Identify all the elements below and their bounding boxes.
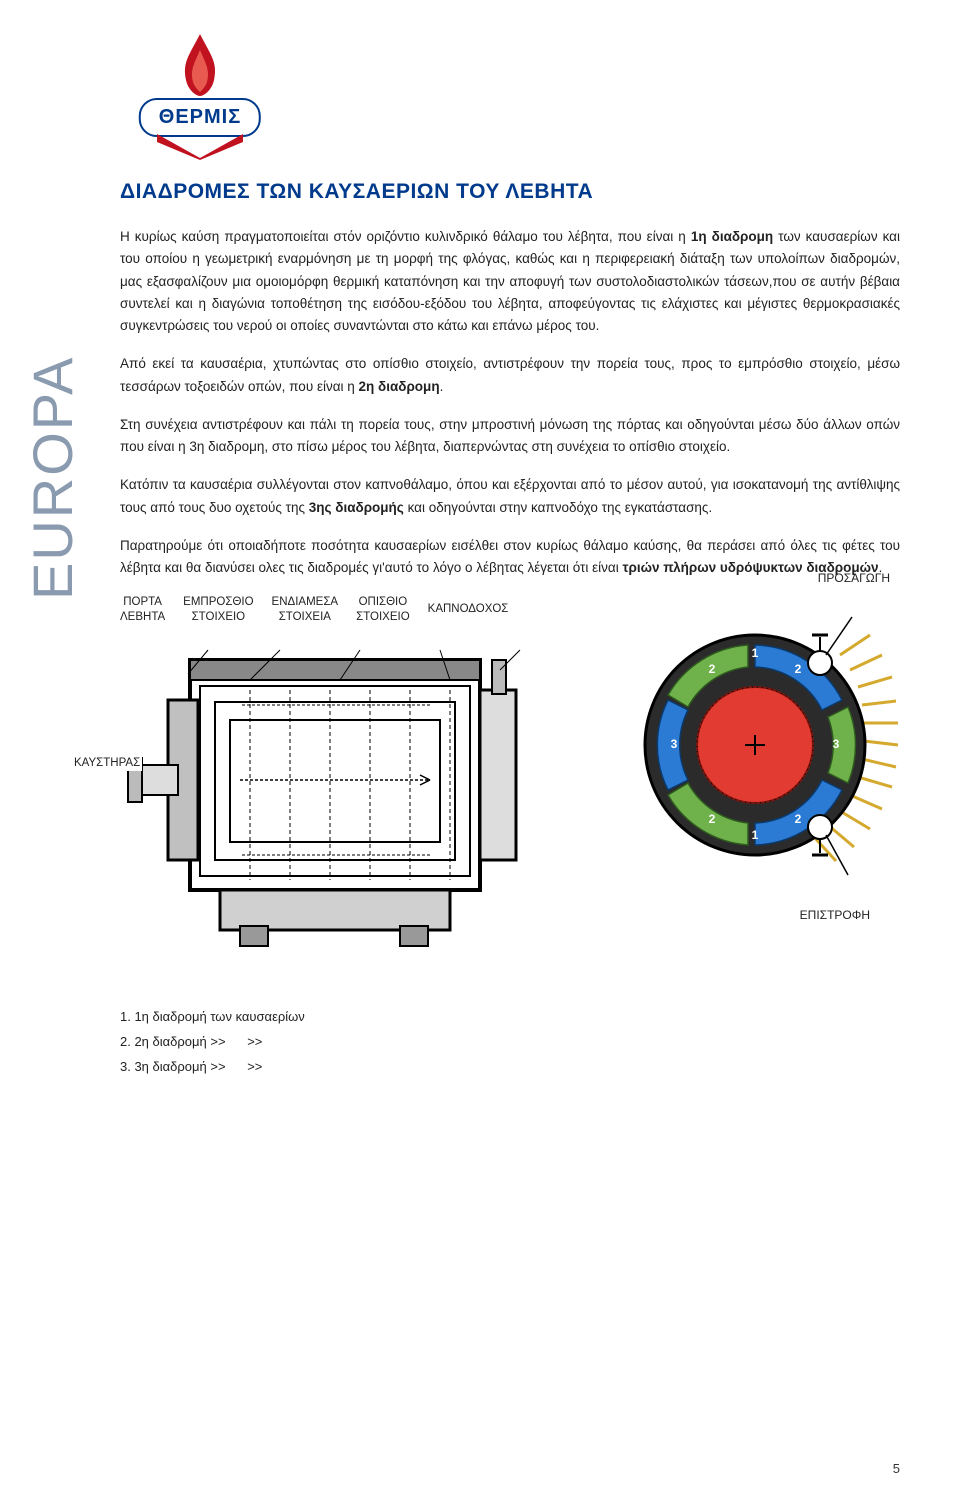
svg-text:2: 2 xyxy=(795,662,802,676)
svg-text:2: 2 xyxy=(795,812,802,826)
text: >> xyxy=(247,1059,262,1074)
legend: 1. 1η διαδρομή των καυσαερίων 2. 2η διαδ… xyxy=(120,1005,900,1079)
page-title: ΔΙΑΔΡΟΜΕΣ ΤΩΝ ΚΑΥΣΑΕΡΙΩΝ ΤΟΥ ΛΕΒΗΤΑ xyxy=(120,180,900,204)
text: ΣΤΟΙΧΕΙΑ xyxy=(279,611,331,623)
text: ΕΜΠΡΟΣΘΙΟ xyxy=(183,596,253,608)
label-epistrofi: ΕΠΙΣΤΡΟΦΗ xyxy=(800,908,870,922)
label-burner: ΚΑΥΣΤΗΡΑΣ xyxy=(72,755,142,771)
text: . xyxy=(440,379,444,394)
text: 3. 3η διαδρομή >> xyxy=(120,1059,226,1074)
paragraph-3: Στη συνέχεια αντιστρέφουν και πάλι τη πο… xyxy=(120,414,900,459)
label-endiamesa: ΕΝΔΙΑΜΕΣΑ ΣΤΟΙΧΕΙΑ xyxy=(272,595,339,624)
legend-item-1: 1. 1η διαδρομή των καυσαερίων xyxy=(120,1005,900,1030)
label-kapnodochos: ΚΑΠΝΟΔΟΧΟΣ xyxy=(428,595,509,624)
brand-logo: ΘΕΡΜΙΣ xyxy=(120,30,280,160)
svg-text:2: 2 xyxy=(709,812,716,826)
svg-text:1: 1 xyxy=(752,646,759,660)
paragraph-1: Η κυρίως καύση πραγματοποιείται στόν ορι… xyxy=(120,226,900,337)
bold-text: 3ης διαδρομής xyxy=(309,500,404,515)
legend-item-3: 3. 3η διαδρομή >> >> xyxy=(120,1055,900,1080)
paragraph-5: Παρατηρούμε ότι οποιαδήποτε ποσότητα καυ… xyxy=(120,535,900,580)
page-number: 5 xyxy=(893,1461,900,1476)
cross-section-diagram: ΠΡΟΣΑΓΩΓΗ xyxy=(620,595,900,900)
diagram-top-labels: ΠΟΡΤΑ ΛΕΒΗΤΑ ΕΜΠΡΟΣΘΙΟ ΣΤΟΙΧΕΙΟ ΕΝΔΙΑΜΕΣΑ Σ… xyxy=(120,595,580,624)
chevron-icon xyxy=(155,132,245,162)
text: ΛΕΒΗΤΑ xyxy=(120,611,165,623)
label-opisthio: ΟΠΙΣΘΙΟ ΣΤΟΙΧΕΙΟ xyxy=(356,595,410,624)
cross-section-svg: 1 2 3 2 1 2 3 2 xyxy=(620,595,900,895)
bold-text: 1η διαδρομη xyxy=(691,229,773,244)
text: ΕΝΔΙΑΜΕΣΑ xyxy=(272,596,339,608)
label-porta: ΠΟΡΤΑ ΛΕΒΗΤΑ xyxy=(120,595,165,624)
svg-text:3: 3 xyxy=(833,737,840,751)
boiler-svg xyxy=(120,630,560,960)
label-emprosthio: ΕΜΠΡΟΣΘΙΟ ΣΤΟΙΧΕΙΟ xyxy=(183,595,253,624)
text: και οδηγούνται στην καπνοδόχο της εγκατά… xyxy=(404,500,712,515)
sidebar-brand: EUROPA xyxy=(20,356,85,600)
label-prosagogi: ΠΡΟΣΑΓΩΓΗ xyxy=(818,571,890,585)
diagram-row: ΠΟΡΤΑ ΛΕΒΗΤΑ ΕΜΠΡΟΣΘΙΟ ΣΤΟΙΧΕΙΟ ΕΝΔΙΑΜΕΣΑ Σ… xyxy=(120,595,900,965)
text: ΟΠΙΣΘΙΟ xyxy=(359,596,408,608)
svg-text:3: 3 xyxy=(671,737,678,751)
text: ΠΟΡΤΑ xyxy=(123,596,162,608)
paragraph-4: Κατόπιν τα καυσαέρια συλλέγονται στον κα… xyxy=(120,474,900,519)
text: των καυσαερίων και του οποίου η γεωμετρι… xyxy=(120,229,900,333)
svg-text:2: 2 xyxy=(709,662,716,676)
text: >> xyxy=(247,1034,262,1049)
text: Η κυρίως καύση πραγματοποιείται στόν ορι… xyxy=(120,229,691,244)
text: ΣΤΟΙΧΕΙΟ xyxy=(192,611,246,623)
text: ΣΤΟΙΧΕΙΟ xyxy=(356,611,410,623)
paragraph-2: Από εκεί τα καυσαέρια, χτυπώντας στο οπί… xyxy=(120,353,900,398)
bold-text: 2η διαδρομη xyxy=(359,379,440,394)
svg-text:1: 1 xyxy=(752,828,759,842)
body-text: Η κυρίως καύση πραγματοποιείται στόν ορι… xyxy=(120,226,900,579)
legend-item-2: 2. 2η διαδρομή >> >> xyxy=(120,1030,900,1055)
text: 2. 2η διαδρομή >> xyxy=(120,1034,226,1049)
text: Από εκεί τα καυσαέρια, χτυπώντας στο οπί… xyxy=(120,356,900,393)
boiler-cutaway-diagram: ΠΟΡΤΑ ΛΕΒΗΤΑ ΕΜΠΡΟΣΘΙΟ ΣΤΟΙΧΕΙΟ ΕΝΔΙΑΜΕΣΑ Σ… xyxy=(120,595,580,965)
